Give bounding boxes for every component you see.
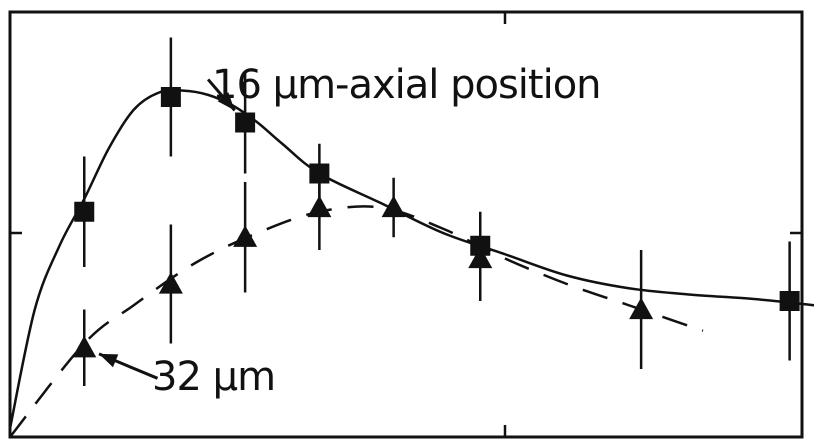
triangle-marker-point-6 [629, 297, 654, 320]
plot-frame [8, 10, 804, 439]
fit-curve-series-0 [8, 89, 814, 429]
triangle-marker-point-0 [72, 335, 97, 358]
square-marker-point-3 [309, 163, 330, 184]
annotations: 16 µm-axial position 32 µm [98, 62, 602, 400]
fit-curve-series-1 [9, 205, 704, 438]
triangle-marker-point-5 [468, 246, 493, 269]
triangle-marker-point-1 [158, 272, 183, 294]
data-markers [72, 87, 800, 358]
triangle-marker-point-2 [233, 225, 258, 247]
annotation-arrow-head-0 [217, 92, 235, 111]
square-marker-point-4 [470, 235, 491, 256]
square-marker-point-5 [779, 291, 800, 311]
annotation-16um: 16 µm-axial position [212, 62, 601, 108]
triangle-marker-point-3 [307, 195, 332, 218]
square-marker-point-2 [235, 112, 256, 133]
triangle-marker-point-4 [381, 195, 406, 218]
annotation-arrow-head-1 [99, 353, 119, 368]
square-marker-point-1 [160, 87, 181, 107]
fit-curves [8, 89, 814, 438]
square-marker-point-0 [74, 201, 95, 222]
annotation-32um: 32 µm [152, 354, 275, 400]
